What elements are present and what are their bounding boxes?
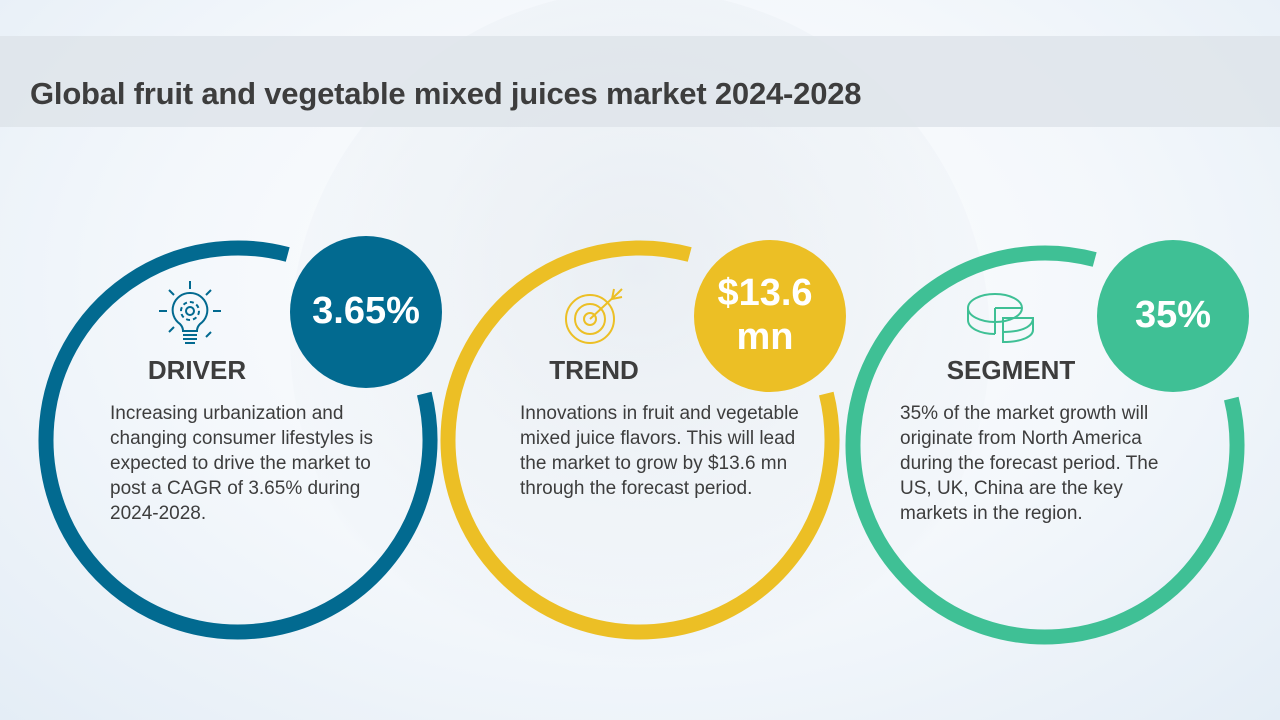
driver-text: Increasing urbanization and changing con… (110, 403, 373, 524)
segment-heading: SEGMENT (946, 355, 1076, 385)
segment-value: 35% (1134, 294, 1212, 337)
trend-text: Innovations in fruit and vegetable mixed… (520, 403, 799, 499)
driver-ring (38, 240, 438, 640)
driver-value: 3.65% (312, 290, 420, 333)
trend-value: $13.6 mn (717, 272, 813, 358)
driver-value-badge: 3.65% (290, 236, 442, 388)
lightbulb-gear-icon (159, 281, 221, 344)
trend-value-badge: $13.6 mn (694, 240, 846, 392)
page-title: Global fruit and vegetable mixed juices … (30, 76, 862, 111)
trend-heading: TREND (549, 355, 639, 385)
trend-ring (440, 240, 840, 640)
pie-chart-icon (967, 293, 1035, 344)
title-banner (0, 36, 1280, 127)
segment-text: 35% of the market growth will originate … (900, 403, 1159, 524)
target-arrow-icon (565, 288, 623, 344)
segment-ring (845, 245, 1245, 645)
segment-value-badge: 35% (1097, 240, 1249, 392)
driver-heading: DRIVER (147, 355, 247, 385)
